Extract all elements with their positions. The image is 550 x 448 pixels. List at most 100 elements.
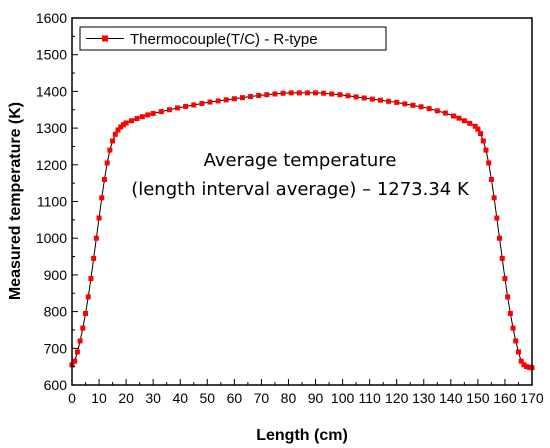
data-point (139, 114, 145, 120)
series-line (71, 92, 533, 369)
data-point (369, 96, 375, 102)
data-point (507, 310, 513, 316)
data-point (96, 215, 102, 221)
data-point (402, 101, 408, 107)
legend-box (79, 26, 387, 51)
data-point (345, 93, 351, 99)
data-point (497, 235, 503, 241)
data-point (93, 235, 99, 241)
data-point (166, 107, 172, 113)
data-point (526, 364, 532, 370)
legend-marker (102, 35, 108, 42)
data-point (505, 294, 511, 300)
y-tick-label: 800 (44, 304, 68, 320)
data-point (183, 103, 189, 109)
data-point (337, 92, 343, 98)
data-point (296, 90, 302, 96)
data-point (456, 115, 462, 121)
data-point (199, 101, 205, 107)
data-point (483, 147, 489, 153)
data-point (377, 97, 383, 103)
data-point (107, 147, 113, 153)
data-point (239, 95, 245, 101)
data-point (115, 127, 121, 133)
x-tick-label: 100 (331, 390, 355, 406)
annotation-line-2: (length interval average) – 1273.34 K (131, 179, 470, 200)
x-tick-label: 10 (91, 390, 107, 406)
data-point (158, 109, 164, 115)
data-point (480, 138, 486, 144)
data-point (118, 124, 124, 130)
x-tick-label: 130 (412, 390, 436, 406)
data-point (513, 338, 519, 344)
data-point (499, 255, 505, 261)
x-tick-label: 150 (466, 390, 490, 406)
y-tick-label: 1300 (36, 120, 67, 136)
data-layer (69, 90, 535, 371)
plot-background (72, 18, 532, 385)
legend-label: Thermocouple(T/C) - R-type (130, 31, 318, 48)
data-point (77, 338, 83, 344)
data-point (74, 349, 80, 355)
data-point (467, 120, 473, 126)
data-point (134, 116, 140, 122)
data-point (386, 98, 392, 104)
data-point (418, 104, 424, 110)
data-point (110, 138, 116, 144)
data-point (518, 358, 524, 364)
data-point (80, 325, 86, 331)
data-point (510, 325, 516, 331)
x-tick-label: 80 (281, 390, 297, 406)
data-point (515, 349, 521, 355)
data-point (91, 255, 97, 261)
data-point (486, 160, 492, 166)
x-tick-label: 120 (385, 390, 409, 406)
x-tick-label: 0 (68, 390, 76, 406)
data-point (256, 92, 262, 98)
data-point (524, 364, 530, 370)
data-point (321, 90, 327, 96)
data-point (248, 94, 254, 100)
data-point (191, 102, 197, 108)
data-point (475, 126, 481, 132)
data-point (264, 92, 270, 98)
data-point (101, 176, 107, 182)
x-tick-label: 170 (520, 390, 544, 406)
data-point (461, 118, 467, 124)
data-point (472, 123, 478, 129)
x-axis-title: Length (cm) (256, 427, 348, 444)
x-tick-label: 20 (118, 390, 134, 406)
data-point (394, 99, 400, 105)
data-point (288, 90, 294, 96)
data-point (104, 160, 110, 166)
data-point (123, 120, 129, 126)
data-point (272, 91, 278, 97)
data-point (129, 118, 135, 124)
data-point (361, 95, 367, 101)
y-tick-label: 600 (44, 377, 68, 393)
data-point (442, 110, 448, 116)
data-point (223, 97, 229, 103)
data-point (434, 108, 440, 114)
data-point (491, 195, 497, 201)
data-point (329, 91, 335, 97)
data-point (353, 94, 359, 100)
y-tick-label: 1400 (36, 83, 67, 99)
x-tick-label: 110 (358, 390, 381, 406)
ticks-layer: 0 10 20 30 40 50 60 70 80 90 100 110 120 130 140 150 160… (36, 10, 544, 406)
data-point (85, 294, 91, 300)
x-tick-label: 50 (200, 390, 216, 406)
x-tick-label: 40 (172, 390, 188, 406)
y-tick-label: 900 (44, 267, 68, 283)
data-point (175, 105, 181, 111)
data-point (83, 310, 89, 316)
data-point (478, 131, 484, 137)
x-tick-label: 140 (439, 390, 463, 406)
annotation-line-1: Average temperature (204, 150, 397, 171)
data-point (502, 276, 508, 282)
y-tick-label: 1000 (36, 230, 67, 246)
data-point (410, 102, 416, 108)
y-axis-title: Measured temperature (K) (7, 102, 24, 300)
data-point (521, 362, 527, 368)
